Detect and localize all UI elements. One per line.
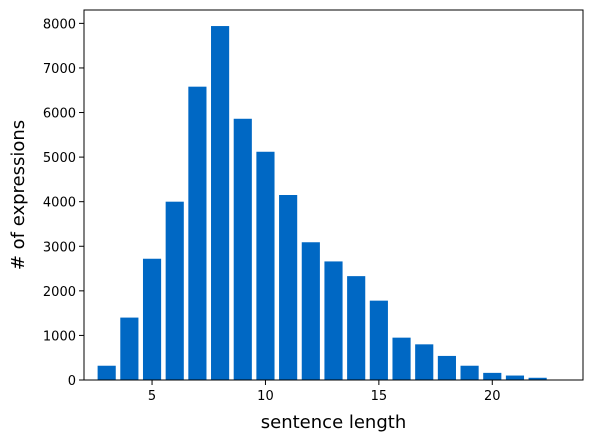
plot-frame — [83, 9, 584, 381]
y-tick-label: 0 — [68, 374, 76, 389]
bar-length-19 — [460, 365, 479, 380]
y-tick-label: 6000 — [43, 107, 76, 122]
bar-length-16 — [392, 337, 411, 380]
bars-group — [97, 26, 547, 381]
bar-length-8 — [211, 26, 230, 381]
x-tick-label: 5 — [148, 389, 156, 404]
bar-length-5 — [142, 258, 162, 380]
bar-length-22 — [528, 377, 547, 380]
bar-length-3 — [97, 365, 116, 380]
bar-length-7 — [188, 86, 207, 381]
y-tick-label: 7000 — [43, 62, 76, 77]
x-axis-title: sentence length — [261, 412, 406, 433]
bar-length-4 — [120, 317, 139, 380]
y-tick-label: 4000 — [43, 196, 76, 211]
x-axis-ticks: 5 10 15 20 — [148, 380, 501, 404]
bar-length-9 — [233, 118, 252, 380]
bar-length-10 — [256, 151, 275, 380]
bar-length-13 — [324, 261, 343, 380]
y-axis-ticks: 0 1000 2000 3000 4000 5000 6000 7000 8000 — [43, 17, 84, 389]
y-axis-title: # of expressions — [8, 120, 29, 270]
x-tick-label: 20 — [484, 389, 501, 404]
bar-length-17 — [415, 344, 434, 380]
y-tick-label: 2000 — [43, 285, 76, 300]
y-tick-label: 1000 — [43, 329, 76, 344]
bar-length-6 — [165, 201, 184, 380]
bar-length-20 — [483, 372, 502, 380]
y-tick-label: 3000 — [43, 240, 76, 255]
bar-length-21 — [505, 375, 525, 380]
bar-length-11 — [279, 195, 298, 380]
y-tick-label: 5000 — [43, 151, 76, 166]
bar-length-12 — [301, 242, 320, 380]
x-tick-label: 10 — [257, 389, 274, 404]
y-tick-label: 8000 — [43, 17, 76, 32]
bar-length-18 — [437, 355, 456, 380]
bar-length-15 — [369, 300, 388, 380]
x-tick-label: 15 — [371, 389, 388, 404]
bar-length-14 — [347, 276, 366, 380]
